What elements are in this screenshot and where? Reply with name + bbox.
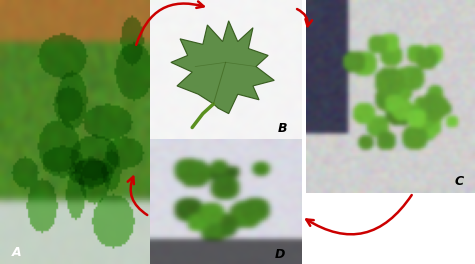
Text: B: B	[277, 122, 287, 135]
Polygon shape	[171, 21, 274, 114]
Text: A: A	[12, 246, 21, 259]
Text: C: C	[455, 175, 464, 188]
Text: D: D	[274, 248, 285, 261]
